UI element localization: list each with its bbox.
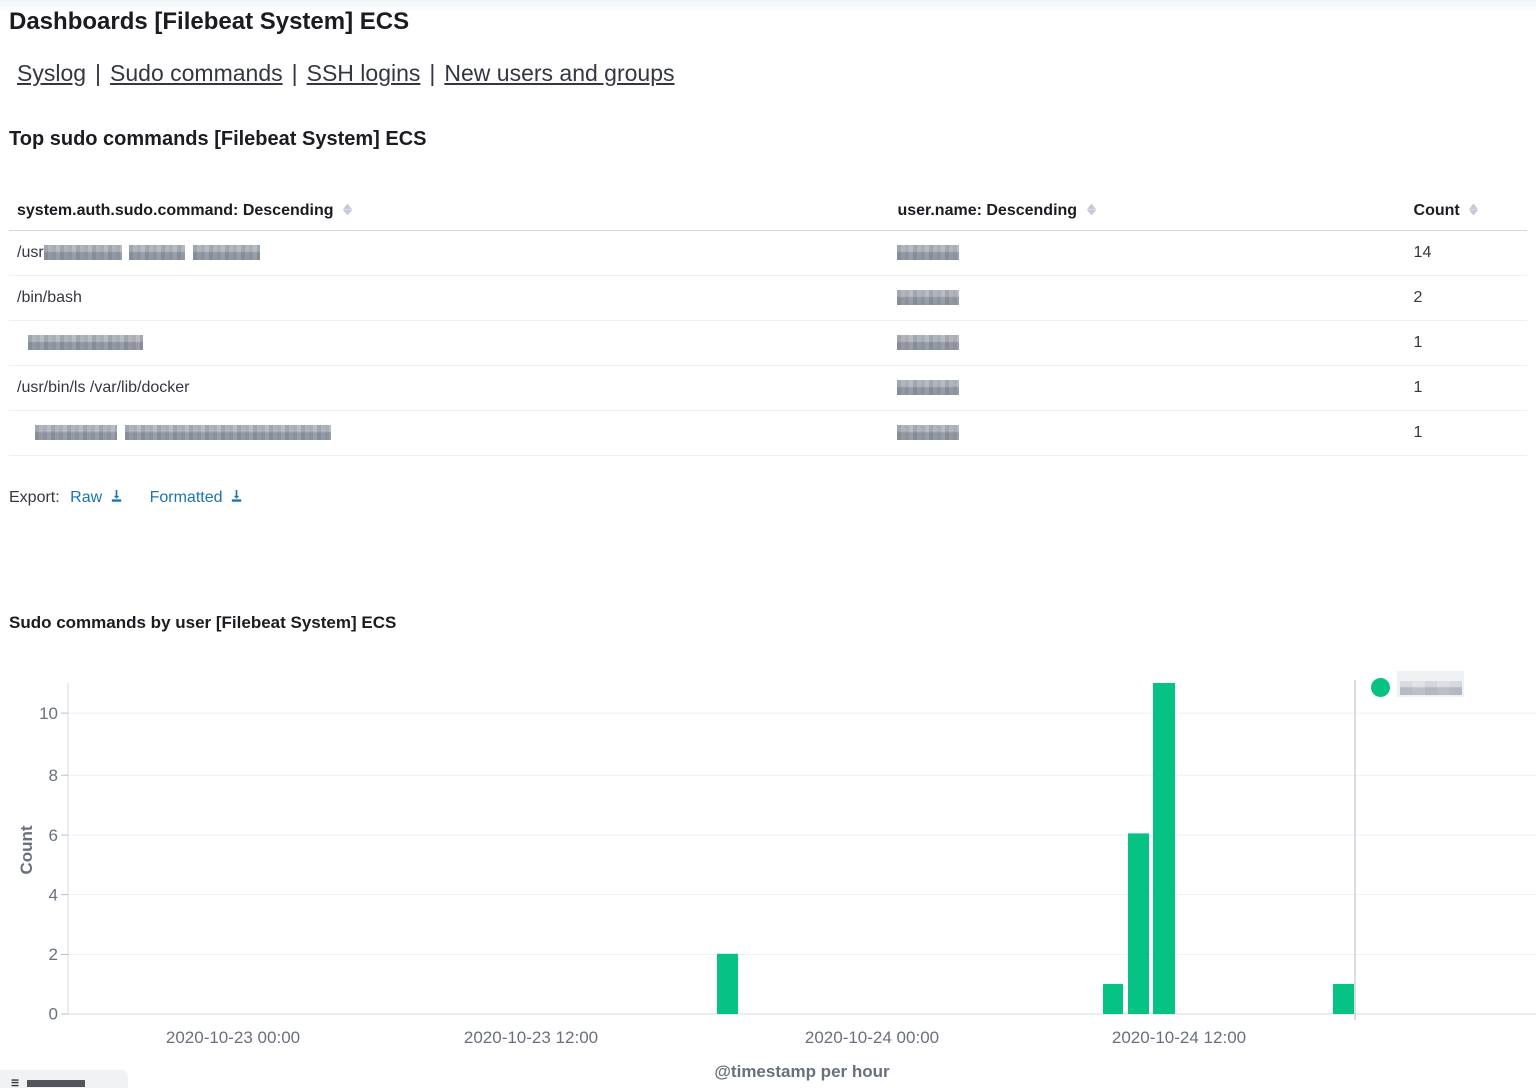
svg-text:6: 6 <box>49 826 58 845</box>
svg-text:2020-10-24 12:00: 2020-10-24 12:00 <box>1112 1028 1246 1047</box>
svg-text:2020-10-24 00:00: 2020-10-24 00:00 <box>805 1028 939 1047</box>
svg-text:2020-10-23 00:00: 2020-10-23 00:00 <box>166 1028 300 1047</box>
svg-text:2020-10-23 12:00: 2020-10-23 12:00 <box>464 1028 598 1047</box>
svg-text:4: 4 <box>49 885 58 904</box>
svg-text:0: 0 <box>49 1005 58 1024</box>
svg-text:Count: Count <box>17 825 36 874</box>
svg-text:8: 8 <box>49 766 58 785</box>
svg-text:2: 2 <box>49 945 58 964</box>
svg-text:@timestamp per hour: @timestamp per hour <box>714 1062 890 1081</box>
svg-text:10: 10 <box>39 704 58 723</box>
